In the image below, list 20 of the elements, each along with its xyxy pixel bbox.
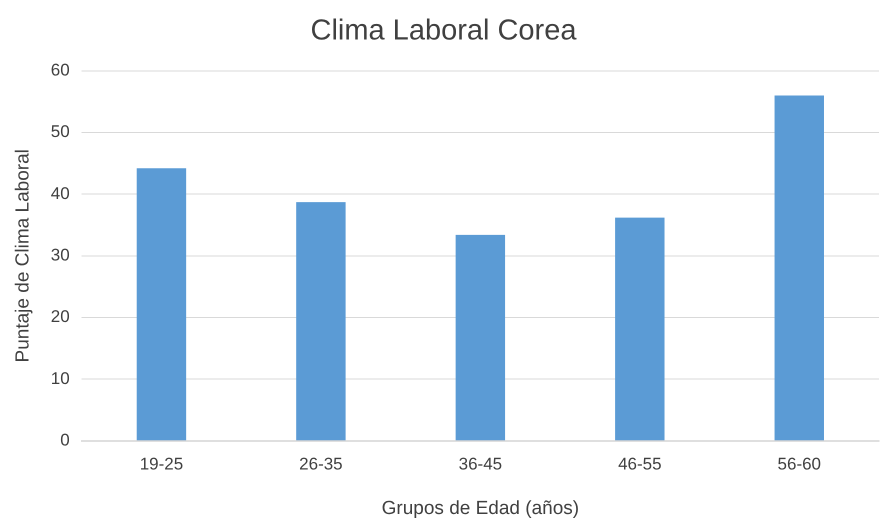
y-tick-label: 60 (50, 60, 70, 80)
bar (136, 168, 186, 440)
x-tick-label: 46-55 (618, 454, 662, 474)
bar (615, 218, 665, 440)
y-tick-label: 40 (50, 184, 70, 203)
x-tick-label: 26-35 (299, 454, 343, 474)
bar (296, 202, 346, 440)
y-tick-label: 50 (50, 122, 70, 142)
bar (456, 234, 506, 440)
x-tick-label: 36-45 (458, 454, 502, 474)
x-tick-label: 19-25 (140, 454, 184, 474)
chart-title: Clima Laboral Corea (310, 14, 578, 46)
y-tick-label: 20 (50, 307, 70, 326)
y-tick-label: 0 (60, 430, 70, 450)
x-tick-label: 56-60 (778, 454, 822, 474)
y-axis-title: Puntaje de Clima Laboral (12, 149, 34, 362)
x-axis-title: Grupos de Edad (años) (382, 498, 580, 519)
y-tick-label: 10 (50, 368, 70, 388)
bar (774, 95, 824, 440)
y-tick-label: 30 (50, 245, 70, 264)
